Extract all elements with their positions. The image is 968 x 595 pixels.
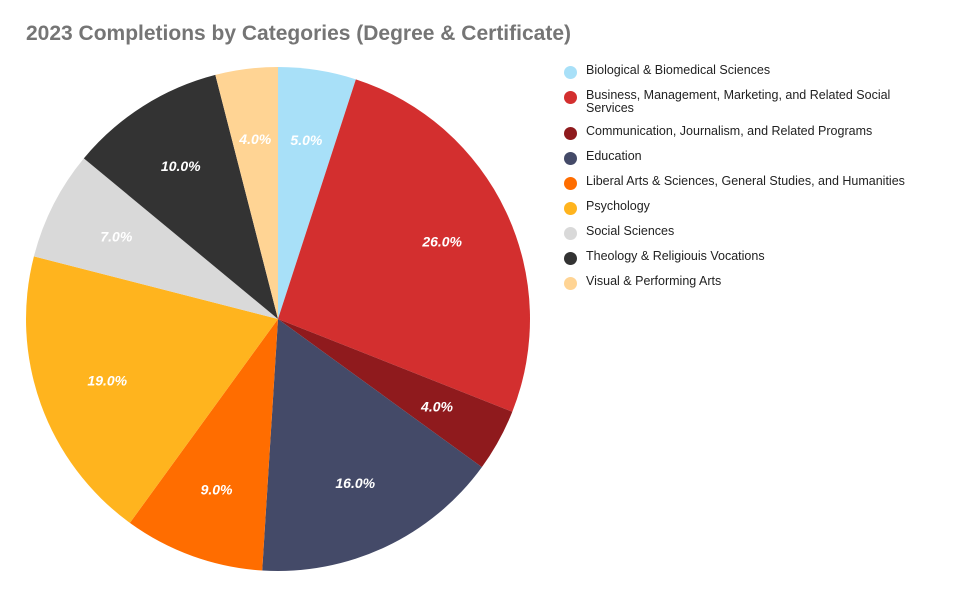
- pie-slice[interactable]: [278, 319, 513, 468]
- legend-item[interactable]: Psychology: [564, 200, 964, 215]
- legend-swatch-icon: [564, 66, 577, 79]
- slice-label: 4.0%: [238, 131, 271, 147]
- legend-label: Liberal Arts & Sciences, General Studies…: [586, 174, 905, 188]
- pie-slice[interactable]: [129, 319, 278, 571]
- slice-label: 7.0%: [100, 229, 132, 245]
- legend: Biological & Biomedical Sciences Business…: [564, 64, 964, 300]
- legend-item[interactable]: Biological & Biomedical Sciences: [564, 64, 964, 79]
- legend-swatch-icon: [564, 91, 577, 104]
- legend-swatch-icon: [564, 227, 577, 240]
- legend-swatch-icon: [564, 252, 577, 265]
- legend-label: Education: [586, 149, 642, 163]
- slice-label: 10.0%: [161, 158, 201, 174]
- legend-swatch-icon: [564, 202, 577, 215]
- pie-slice[interactable]: [278, 79, 530, 412]
- pie-slice[interactable]: [83, 74, 279, 319]
- pie-slice[interactable]: [25, 256, 279, 523]
- legend-label: Psychology: [586, 199, 650, 213]
- legend-item[interactable]: Theology & Religiouis Vocations: [564, 250, 964, 265]
- slice-label: 4.0%: [420, 398, 453, 414]
- legend-item[interactable]: Communication, Journalism, and Related P…: [564, 125, 964, 140]
- slice-label: 16.0%: [335, 475, 375, 491]
- legend-label: Visual & Performing Arts: [586, 274, 722, 288]
- slice-label: 26.0%: [421, 234, 462, 250]
- pie-slice[interactable]: [33, 158, 279, 319]
- legend-item[interactable]: Social Sciences: [564, 225, 964, 240]
- legend-swatch-icon: [564, 277, 577, 290]
- legend-item[interactable]: Visual & Performing Arts: [564, 275, 964, 290]
- legend-item[interactable]: Business, Management, Marketing, and Rel…: [564, 89, 964, 115]
- slice-label: 9.0%: [201, 482, 233, 498]
- legend-swatch-icon: [564, 177, 577, 190]
- legend-label: Biological & Biomedical Sciences: [586, 63, 771, 77]
- legend-label: Business, Management, Marketing, and Rel…: [586, 88, 891, 115]
- slice-label: 5.0%: [290, 132, 322, 148]
- legend-swatch-icon: [564, 127, 577, 140]
- legend-label: Social Sciences: [586, 224, 675, 238]
- pie-slice[interactable]: [262, 319, 482, 571]
- pie-slice[interactable]: [215, 67, 278, 319]
- legend-item[interactable]: Education: [564, 150, 964, 165]
- legend-label: Communication, Journalism, and Related P…: [586, 124, 873, 138]
- pie-slice[interactable]: [278, 67, 356, 319]
- legend-swatch-icon: [564, 152, 577, 165]
- chart-title: 2023 Completions by Categories (Degree &…: [26, 22, 571, 45]
- slice-label: 19.0%: [87, 372, 127, 388]
- legend-item[interactable]: Liberal Arts & Sciences, General Studies…: [564, 175, 964, 190]
- legend-label: Theology & Religiouis Vocations: [586, 249, 765, 263]
